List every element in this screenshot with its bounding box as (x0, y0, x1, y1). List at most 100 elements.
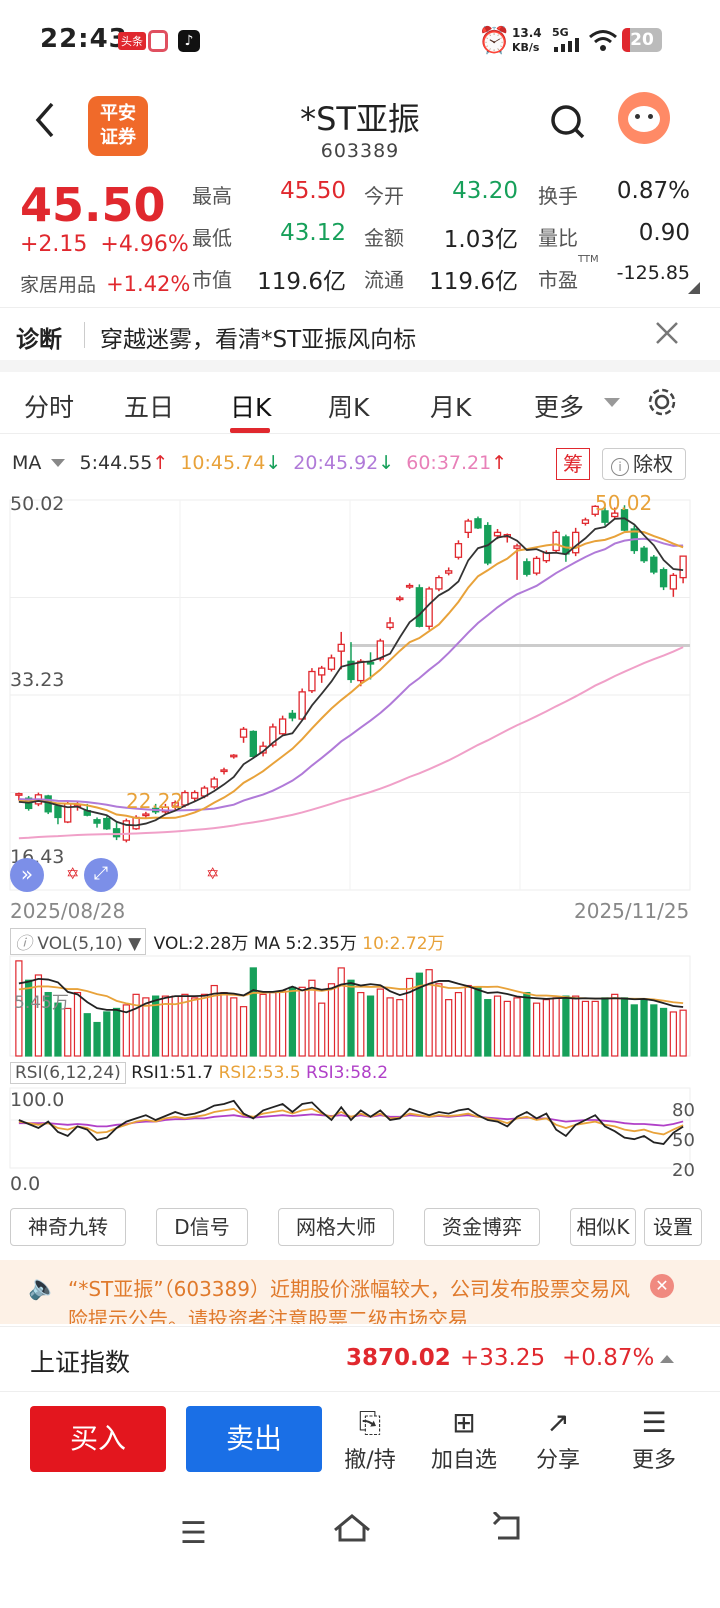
volume-bar (200, 993, 209, 1057)
index-change: +33.25 (460, 1345, 546, 1371)
ma20-value: 20:45.92 (293, 452, 379, 474)
ma10-value: 10:45.74 (180, 452, 266, 474)
ma5-up-icon: ↑ (152, 452, 169, 474)
nav-home-icon[interactable] (332, 1512, 372, 1544)
quote-value: -125.85 (616, 262, 690, 284)
chevron-down-icon[interactable] (604, 398, 620, 407)
rsi3-value: RSI3:58.2 (306, 1063, 389, 1083)
rsi-legend[interactable]: RSI(6,12,24) RSI1:51.7 RSI2:53.5 RSI3:58… (10, 1062, 388, 1084)
assistant-avatar-icon[interactable] (618, 92, 670, 144)
stock-chart[interactable]: 50.02 33.23 16.43 50.02 22.22 2025/08/28… (0, 488, 720, 1198)
menu-icon: ☰ (641, 1406, 667, 1439)
tool-d-signal[interactable]: D信号 (156, 1208, 248, 1246)
search-icon[interactable] (550, 104, 586, 140)
candle-body (357, 660, 365, 682)
rsi-80: 80 (672, 1100, 695, 1121)
price-change: +2.15 +4.96% (20, 232, 189, 257)
quote-value: 0.90 (638, 220, 690, 246)
chevron-up-icon[interactable] (660, 1355, 674, 1363)
candle-body (396, 597, 404, 601)
risk-notice[interactable]: 🔈 “*ST亚振”（603389）近期股价涨幅较大，公司发布股票交易风险提示公告… (0, 1260, 720, 1324)
event-marker-icon[interactable]: ✡ (206, 864, 220, 883)
volume-bar (122, 1004, 130, 1057)
quote-label: 量比 (538, 226, 578, 250)
ma60-line (18, 646, 684, 840)
fullscreen-button[interactable]: ⤢ (84, 858, 118, 892)
stock-title: *ST亚振 (300, 100, 420, 138)
toutiao-badge: 头条 (118, 32, 146, 50)
volume-bar (152, 995, 160, 1057)
candle-body (15, 793, 23, 796)
candle-body (327, 657, 336, 670)
tab-weekly-k[interactable]: 周K (328, 393, 370, 422)
tiktok-icon: ♪ (178, 30, 200, 52)
vol-axis-label: 5.45万 (14, 993, 69, 1013)
battery-icon: 20 (622, 28, 662, 52)
volume-bar (386, 997, 394, 1057)
candle-body (386, 622, 394, 629)
expand-left-button[interactable]: » (10, 858, 44, 892)
diagnosis-text: 穿越迷雾，看清*ST亚振风向标 (100, 327, 417, 353)
tab-intraday[interactable]: 分时 (24, 393, 75, 422)
volume-bar (308, 979, 316, 1057)
diagnosis-bar[interactable]: 诊断 穿越迷雾，看清*ST亚振风向标 (0, 307, 720, 359)
info-icon: ⓘ (15, 934, 32, 954)
sell-button[interactable]: 卖出 (186, 1406, 322, 1472)
buy-button[interactable]: 买入 (30, 1406, 166, 1472)
tab-daily-k[interactable]: 日K (230, 393, 272, 422)
vol-ma10: 10:2.72万 (362, 934, 445, 954)
chip-button[interactable]: 筹 (556, 448, 590, 480)
ma60-value: 60:37.21 (406, 452, 492, 474)
tool-fund-game[interactable]: 资金博弈 (424, 1208, 540, 1246)
volume-bar (405, 977, 414, 1057)
tool-similar-k[interactable]: 相似K (570, 1208, 636, 1246)
tab-five-day[interactable]: 五日 (124, 393, 175, 422)
tool-grid-master[interactable]: 网格大师 (278, 1208, 394, 1246)
rsi-frame (9, 1087, 691, 1169)
volume-bar (415, 972, 424, 1057)
candle-body (278, 718, 287, 735)
quote-value: 0.87% (616, 178, 690, 204)
sector-name: 家居用品 (20, 274, 97, 296)
vol-legend[interactable]: ⓘ VOL(5,10) ▼ VOL:2.28万 MA 5:2.35万 10:2.… (10, 928, 445, 955)
exright-button[interactable]: i 除权 (602, 448, 686, 480)
index-ticker[interactable]: 上证指数 3870.02 +33.25 +0.87% (0, 1326, 720, 1392)
nav-back-icon[interactable] (490, 1512, 526, 1544)
wifi-icon (589, 30, 617, 51)
diagnosis-label: 诊断 (16, 327, 62, 353)
event-marker-icon[interactable]: ✡ (66, 864, 80, 883)
ttm-label: TTM (578, 254, 599, 265)
tab-monthly-k[interactable]: 月K (430, 393, 472, 422)
back-icon[interactable] (30, 100, 60, 140)
volume-bar (181, 993, 189, 1057)
vol-indicator-select[interactable]: ⓘ VOL(5,10) ▼ (10, 928, 147, 955)
candle-body (493, 531, 502, 537)
index-percent: +0.87% (562, 1345, 655, 1371)
close-icon[interactable] (654, 320, 680, 346)
rsi-indicator-select[interactable]: RSI(6,12,24) (10, 1062, 126, 1084)
candle-body (269, 726, 277, 746)
more-button[interactable]: ☰ 更多 (614, 1404, 694, 1474)
tab-more[interactable]: 更多 (534, 393, 585, 422)
volume-bar (523, 991, 531, 1057)
ma-legend[interactable]: MA 5:44.55↑ 10:45.74↓ 20:45.92↓ 60:37.21… (12, 452, 507, 474)
volume-bar (562, 995, 570, 1057)
volume-bar (572, 995, 580, 1057)
candle-body (523, 561, 531, 575)
nav-menu-icon[interactable]: ☰ (180, 1516, 207, 1551)
sector-info[interactable]: 家居用品 +1.42% (20, 270, 190, 297)
volume-bar (581, 1000, 590, 1057)
index-name: 上证指数 (30, 1348, 131, 1377)
tool-settings[interactable]: 设置 (644, 1208, 702, 1246)
quote-value: 43.12 (280, 220, 346, 246)
add-watchlist-button[interactable]: ⊞ 加自选 (424, 1404, 504, 1474)
quote-label: 换手 (538, 184, 578, 208)
cancel-hold-button[interactable]: ⎘ 撤/持 (330, 1404, 410, 1474)
volume-bar (239, 1006, 248, 1057)
tool-nine-turn[interactable]: 神奇九转 (10, 1208, 126, 1246)
candle-body (298, 691, 306, 720)
gear-icon[interactable] (646, 386, 678, 418)
share-button[interactable]: ↗ 分享 (518, 1404, 598, 1474)
volume-bar (601, 997, 609, 1057)
notice-close-icon[interactable]: ✕ (650, 1274, 674, 1298)
